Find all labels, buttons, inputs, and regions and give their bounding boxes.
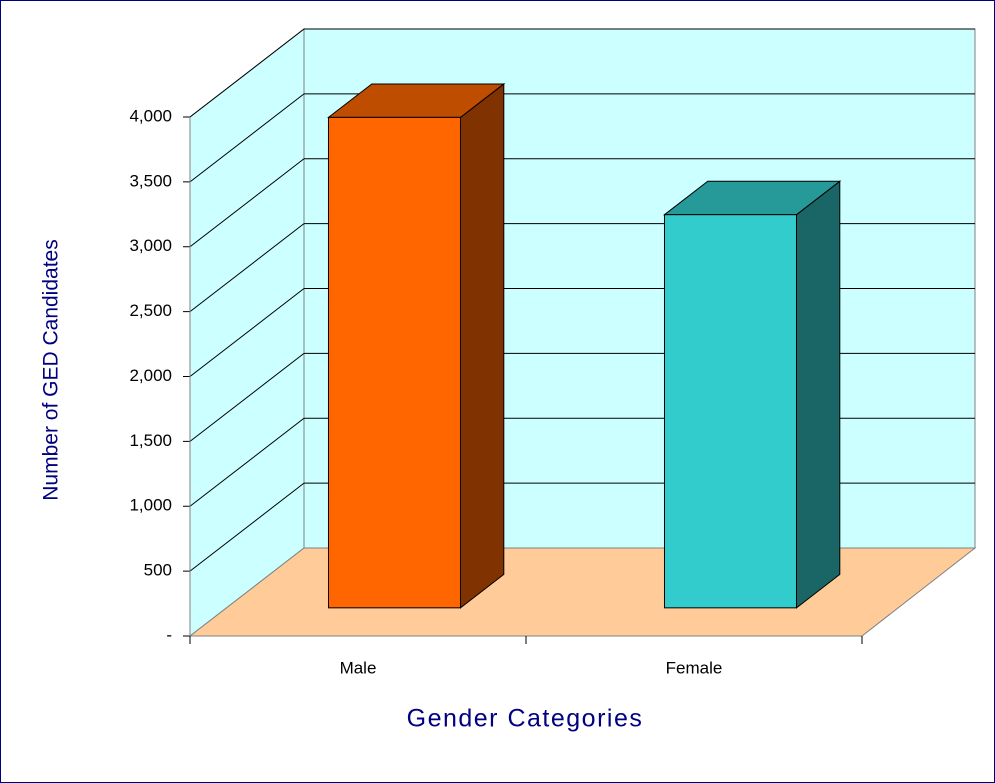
y-tick-label: 500 (144, 561, 172, 580)
y-tick-label: 2,000 (129, 366, 172, 385)
bar-side (459, 82, 505, 609)
grid-line (189, 93, 305, 183)
grid-line (189, 158, 305, 248)
grid-line (189, 288, 305, 377)
grid-line (189, 28, 305, 118)
x-axis-label: Gender Categories (407, 705, 644, 733)
bar (663, 214, 797, 609)
y-tick-label: 1,500 (129, 431, 172, 450)
y-axis-label: Number of GED Candidates (40, 239, 63, 500)
grid-line (189, 417, 305, 507)
y-tick-label: 4,000 (129, 106, 172, 125)
grid-line (189, 223, 305, 313)
x-tick-label: Female (666, 658, 723, 677)
y-tick-label: 3,000 (129, 236, 172, 255)
y-tick-label: 3,500 (129, 171, 172, 190)
y-tick-label: 2,500 (129, 301, 172, 320)
grid-line (189, 482, 305, 572)
plot: - 500 1,000 1,500 2,000 2,500 3,000 3,500 4,000 M… (129, 28, 975, 677)
y-tick-label: 1,000 (129, 496, 172, 515)
bar-side (795, 180, 841, 609)
floor (188, 547, 977, 637)
x-tick-label: Male (340, 658, 377, 677)
grid-line (189, 352, 305, 442)
y-tick-label: - (166, 625, 172, 644)
bar (327, 116, 461, 609)
